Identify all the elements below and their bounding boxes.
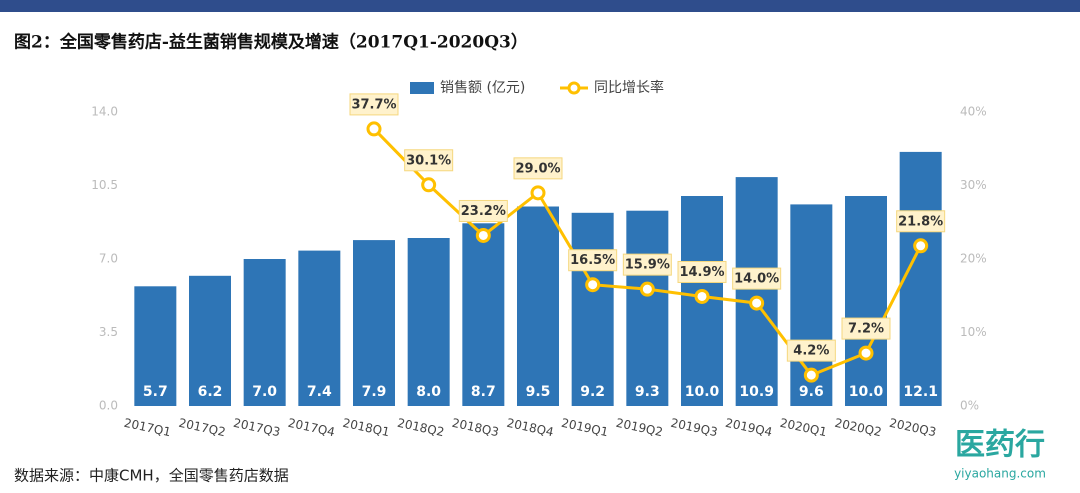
line-value-label: 14.0% bbox=[734, 272, 779, 287]
bar bbox=[517, 206, 559, 406]
value-label-box bbox=[622, 253, 672, 276]
x-tick-label: 2018Q4 bbox=[505, 416, 554, 440]
line-marker bbox=[913, 238, 929, 254]
legend-label: 同比增长率 bbox=[594, 79, 664, 96]
x-tick-label: 2020Q2 bbox=[833, 416, 882, 440]
line-marker bbox=[585, 277, 601, 293]
x-tick-label: 2017Q1 bbox=[123, 416, 172, 440]
bar bbox=[243, 259, 286, 406]
y-tick-label: 14.0 bbox=[91, 105, 118, 119]
bar-value-label: 7.9 bbox=[362, 384, 387, 400]
value-label-box bbox=[404, 149, 454, 172]
logo-url: yiyaohang.com bbox=[954, 467, 1046, 481]
bar bbox=[353, 240, 395, 406]
bar bbox=[298, 250, 341, 406]
x-tick-label: 2019Q1 bbox=[560, 416, 609, 440]
bar bbox=[845, 196, 887, 406]
bar bbox=[899, 151, 942, 406]
chart-title: 图2：全国零售药店-益生菌销售规模及增速（2017Q1-2020Q3） bbox=[14, 32, 528, 53]
bar-value-label: 9.5 bbox=[526, 384, 551, 400]
line-value-label: 15.9% bbox=[625, 258, 670, 273]
line-value-label: 14.9% bbox=[679, 265, 724, 280]
y2-tick-label: 20% bbox=[960, 252, 987, 266]
legend-swatch bbox=[410, 82, 434, 94]
x-tick-label: 2017Q2 bbox=[177, 416, 226, 440]
bar bbox=[735, 177, 778, 406]
x-tick-label: 2020Q3 bbox=[888, 416, 937, 440]
bar-value-label: 9.3 bbox=[635, 384, 660, 400]
line-value-label: 7.2% bbox=[848, 322, 884, 337]
y-tick-label: 7.0 bbox=[99, 252, 118, 266]
y-tick-label: 10.5 bbox=[91, 178, 118, 192]
bar-value-label: 6.2 bbox=[198, 384, 223, 400]
y2-tick-label: 40% bbox=[960, 105, 987, 119]
x-tick-label: 2020Q1 bbox=[779, 416, 828, 440]
value-label-box bbox=[841, 317, 891, 340]
line-marker bbox=[366, 121, 382, 137]
bar bbox=[407, 238, 450, 406]
line-marker bbox=[421, 177, 437, 193]
line-marker bbox=[803, 367, 819, 383]
legend-label: 销售额 (亿元) bbox=[440, 80, 525, 96]
value-label-box bbox=[896, 210, 946, 233]
bar bbox=[626, 210, 669, 406]
line-marker bbox=[639, 281, 655, 297]
source: 数据来源：中康CMH，全国零售药店数据 bbox=[14, 467, 289, 485]
line-marker bbox=[475, 227, 491, 243]
x-tick-label: 2017Q4 bbox=[287, 416, 336, 440]
bar-value-label: 5.7 bbox=[143, 384, 168, 400]
bar-value-label: 9.6 bbox=[799, 384, 824, 400]
bar bbox=[134, 286, 177, 406]
value-label-box bbox=[786, 339, 836, 362]
bar-value-label: 7.0 bbox=[252, 384, 277, 400]
x-tick-label: 2019Q3 bbox=[669, 416, 718, 440]
line-marker bbox=[858, 345, 874, 361]
value-label-box bbox=[677, 260, 727, 283]
line-marker bbox=[749, 295, 765, 311]
value-label-box bbox=[732, 267, 782, 290]
bar bbox=[462, 223, 505, 406]
value-label-box bbox=[568, 249, 618, 272]
line-value-label: 4.2% bbox=[793, 344, 829, 359]
x-tick-label: 2017Q3 bbox=[232, 416, 281, 440]
bar-value-label: 10.9 bbox=[739, 384, 774, 400]
bar bbox=[571, 212, 614, 406]
x-tick-label: 2018Q3 bbox=[451, 416, 500, 440]
line-value-label: 37.7% bbox=[351, 97, 396, 112]
x-tick-label: 2019Q2 bbox=[615, 416, 664, 440]
y2-tick-label: 30% bbox=[960, 178, 987, 192]
bar-value-label: 9.2 bbox=[580, 384, 605, 400]
line-value-label: 16.5% bbox=[570, 253, 615, 268]
value-label-box bbox=[458, 199, 508, 222]
bar-value-label: 7.4 bbox=[307, 384, 332, 400]
top-bar bbox=[0, 0, 1080, 12]
legend-swatch bbox=[567, 81, 581, 95]
line-marker bbox=[694, 288, 710, 304]
bar-value-label: 8.0 bbox=[416, 384, 441, 400]
line-value-label: 30.1% bbox=[406, 153, 451, 168]
bar-value-label: 8.7 bbox=[471, 384, 496, 400]
value-label-box bbox=[513, 157, 563, 180]
x-tick-label: 2018Q1 bbox=[341, 416, 390, 440]
logo: 医药行 bbox=[955, 428, 1045, 463]
line-marker bbox=[530, 185, 546, 201]
value-label-box bbox=[349, 93, 399, 116]
bar-value-label: 12.1 bbox=[903, 384, 938, 400]
y-tick-label: 0.0 bbox=[99, 399, 118, 413]
line-value-label: 21.8% bbox=[898, 214, 943, 229]
bar bbox=[189, 275, 231, 406]
y-tick-label: 3.5 bbox=[99, 325, 118, 339]
bar-value-label: 10.0 bbox=[685, 384, 720, 400]
y2-tick-label: 10% bbox=[960, 325, 987, 339]
x-tick-label: 2019Q4 bbox=[724, 416, 773, 440]
line-value-label: 23.2% bbox=[461, 204, 506, 219]
bar-value-label: 10.0 bbox=[849, 384, 884, 400]
y2-tick-label: 0% bbox=[960, 399, 979, 413]
line-value-label: 29.0% bbox=[515, 161, 560, 176]
x-tick-label: 2018Q2 bbox=[396, 416, 445, 440]
